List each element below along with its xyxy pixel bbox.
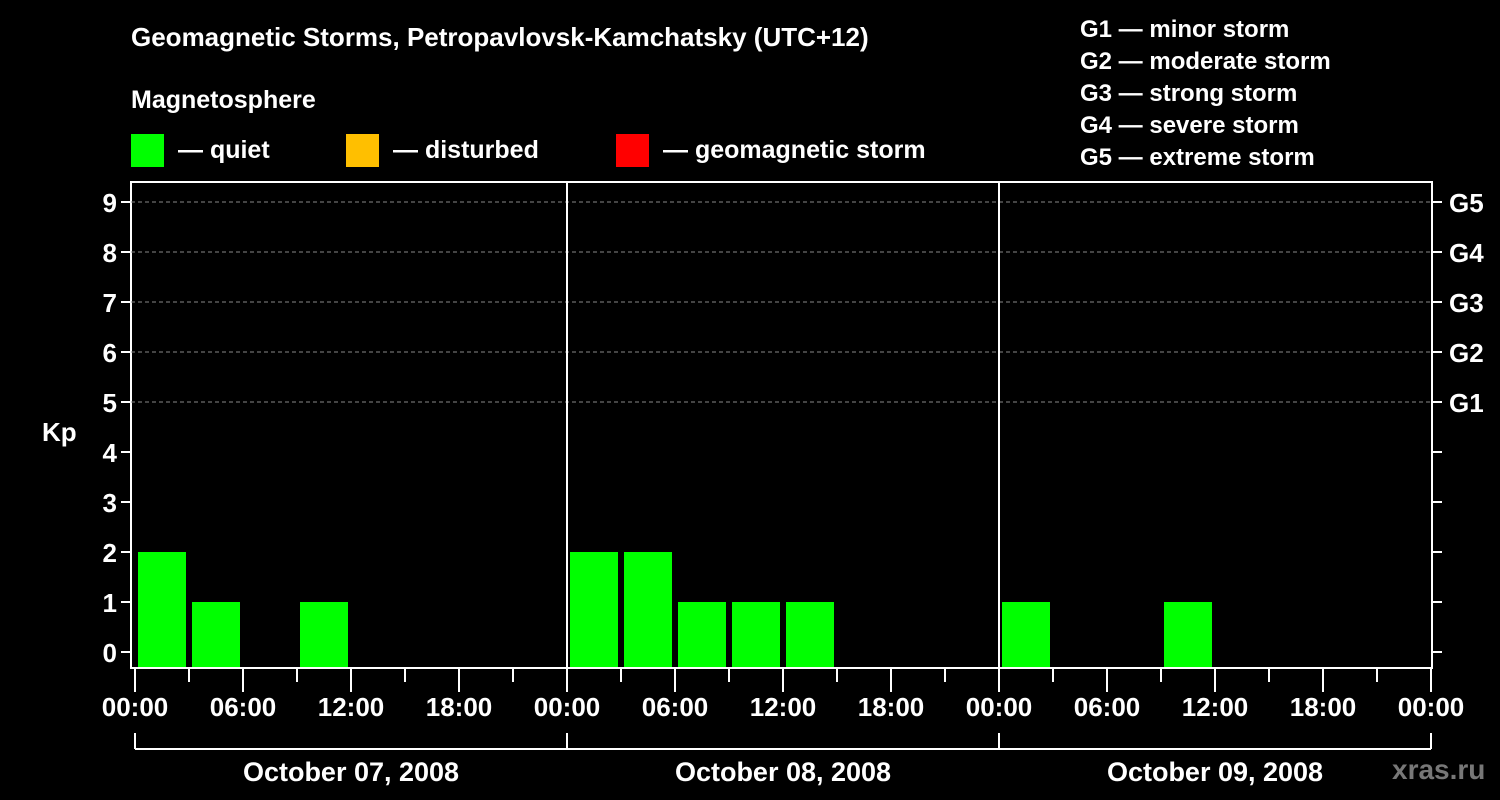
x-tick-label: 18:00	[858, 692, 925, 722]
right-axis-label-g1: G1	[1449, 388, 1484, 418]
kp-bar	[570, 552, 618, 667]
x-tick-label: 12:00	[318, 692, 385, 722]
y-tick-label: 6	[103, 338, 117, 368]
g-legend-g4: G4 — severe storm	[1080, 112, 1299, 139]
legend-swatch-disturbed	[346, 133, 379, 167]
x-tick-label: 00:00	[1398, 692, 1465, 722]
kp-bar	[138, 552, 186, 667]
kp-bar	[1002, 602, 1050, 667]
watermark: xras.ru	[1392, 754, 1486, 785]
legend-label-disturbed: — disturbed	[393, 135, 539, 164]
g-legend-g1: G1 — minor storm	[1080, 16, 1290, 43]
kp-bar	[786, 602, 834, 667]
legend-swatch-storm	[616, 133, 649, 167]
y-tick-label: 5	[103, 388, 117, 418]
right-axis-label-g3: G3	[1449, 288, 1484, 318]
kp-bar	[300, 602, 348, 667]
day-label: October 09, 2008	[1107, 757, 1323, 787]
x-tick-label: 00:00	[102, 692, 169, 722]
y-tick-label: 3	[103, 488, 117, 518]
kp-bar	[192, 602, 240, 667]
y-tick-label: 9	[103, 188, 117, 218]
x-tick-label: 06:00	[642, 692, 709, 722]
x-tick-label: 06:00	[1074, 692, 1141, 722]
chart-title: Geomagnetic Storms, Petropavlovsk-Kamcha…	[131, 22, 869, 52]
legend-label-quiet: — quiet	[178, 135, 270, 164]
x-tick-label: 06:00	[210, 692, 277, 722]
right-axis-label-g4: G4	[1449, 238, 1484, 268]
kp-bar	[732, 602, 780, 667]
legend-label-storm: — geomagnetic storm	[663, 135, 926, 164]
x-tick-label: 00:00	[966, 692, 1033, 722]
y-tick-label: 7	[103, 288, 117, 318]
kp-bar	[678, 602, 726, 667]
y-tick-label: 4	[103, 438, 118, 468]
right-axis-label-g5: G5	[1449, 188, 1484, 218]
y-axis-label: Kp	[42, 417, 77, 447]
kp-bar	[1164, 602, 1212, 667]
x-tick-label: 12:00	[1182, 692, 1249, 722]
y-tick-label: 8	[103, 238, 117, 268]
chart-subtitle: Magnetosphere	[131, 86, 316, 114]
kp-bar	[624, 552, 672, 667]
g-legend-g5: G5 — extreme storm	[1080, 144, 1315, 171]
right-axis-label-g2: G2	[1449, 338, 1484, 368]
y-tick-label: 0	[103, 638, 117, 668]
day-label: October 08, 2008	[675, 757, 891, 787]
x-tick-label: 00:00	[534, 692, 601, 722]
legend-disturbed: — disturbed	[346, 133, 539, 167]
g-legend-g2: G2 — moderate storm	[1080, 48, 1331, 75]
x-tick-label: 12:00	[750, 692, 817, 722]
legend-storm: — geomagnetic storm	[616, 133, 926, 167]
legend-swatch-quiet	[131, 133, 164, 167]
g-scale-legend: G1 — minor storm G2 — moderate storm G3 …	[1080, 14, 1331, 174]
x-tick-label: 18:00	[426, 692, 493, 722]
g-legend-g3: G3 — strong storm	[1080, 80, 1298, 107]
legend-quiet: — quiet	[131, 133, 270, 167]
plot-frame	[130, 181, 1433, 669]
y-tick-label: 2	[103, 538, 117, 568]
day-label: October 07, 2008	[243, 757, 459, 787]
y-tick-label: 1	[103, 588, 117, 618]
x-tick-label: 18:00	[1290, 692, 1357, 722]
